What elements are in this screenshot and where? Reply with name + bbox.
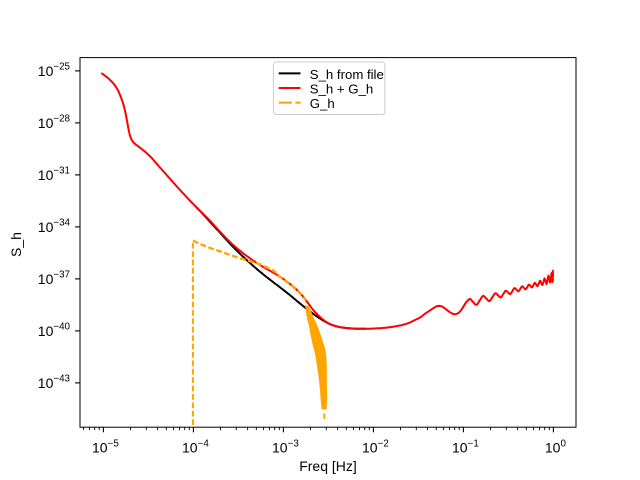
svg-text:S_h + G_h: S_h + G_h	[310, 82, 373, 97]
svg-text:S_h from file: S_h from file	[310, 67, 384, 82]
svg-text:G_h: G_h	[310, 96, 335, 111]
svg-text:S_h: S_h	[8, 232, 24, 257]
svg-text:Freq [Hz]: Freq [Hz]	[299, 458, 357, 474]
